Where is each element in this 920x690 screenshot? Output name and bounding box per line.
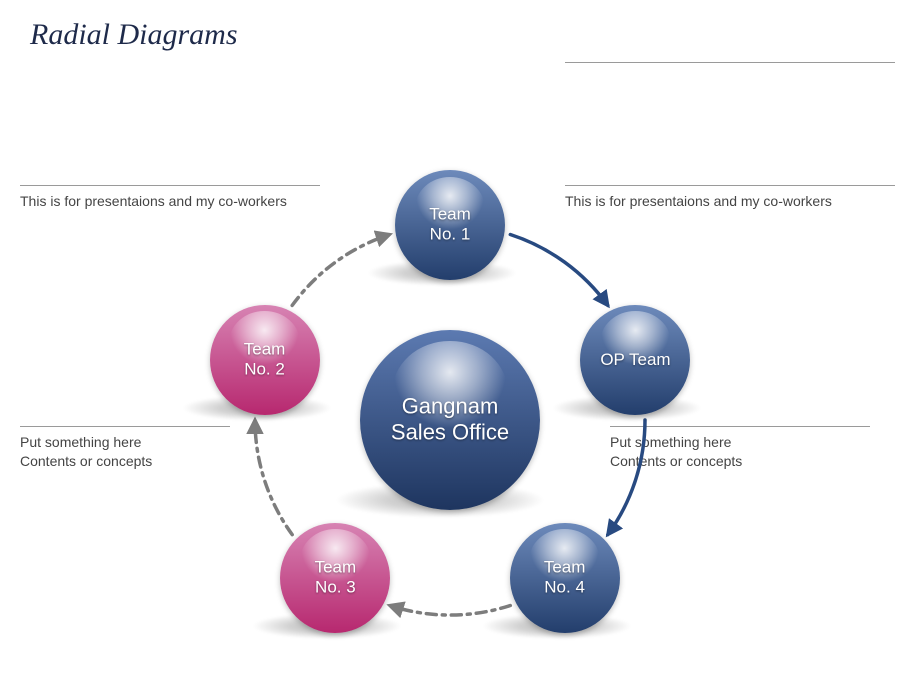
decor-rule-top-right xyxy=(565,62,895,63)
cap-top-left-line-0: This is for presentaions and my co-worke… xyxy=(20,192,320,211)
team-2-sphere-label-line-0: Team xyxy=(210,339,320,359)
team-1-sphere-label-line-0: Team xyxy=(395,205,505,225)
cap-bot-left-line-0: Put something here xyxy=(20,433,230,452)
cap-bot-right-line-1: Contents or concepts xyxy=(610,452,870,471)
center-sphere-label-line-1: Sales Office xyxy=(360,420,540,446)
cap-bot-left-line-1: Contents or concepts xyxy=(20,452,230,471)
cap-top-right-line-0: This is for presentaions and my co-worke… xyxy=(565,192,895,211)
team-2-sphere-label: TeamNo. 2 xyxy=(210,339,320,380)
team-4-sphere-label-line-0: Team xyxy=(510,557,620,577)
cap-top-left: This is for presentaions and my co-worke… xyxy=(20,185,320,211)
arrow-n1-to-n2 xyxy=(510,235,608,306)
op-team-sphere-label-line-0: OP Team xyxy=(580,350,690,370)
arrow-n4-to-n5 xyxy=(255,420,292,535)
center-sphere-label: GangnamSales Office xyxy=(360,394,540,447)
team-1-sphere-label-line-1: No. 1 xyxy=(395,225,505,245)
team-4-sphere: TeamNo. 4 xyxy=(510,523,620,633)
op-team-sphere-label: OP Team xyxy=(580,350,690,370)
op-team-sphere: OP Team xyxy=(580,305,690,415)
team-2-sphere-label-line-1: No. 2 xyxy=(210,360,320,380)
page-title: Radial Diagrams xyxy=(30,18,238,52)
cap-bot-left: Put something hereContents or concepts xyxy=(20,426,230,471)
team-3-sphere: TeamNo. 3 xyxy=(280,523,390,633)
arrow-n3-to-n4 xyxy=(390,606,511,616)
team-2-sphere: TeamNo. 2 xyxy=(210,305,320,415)
team-4-sphere-label: TeamNo. 4 xyxy=(510,557,620,598)
center-sphere: GangnamSales Office xyxy=(360,330,540,510)
cap-bot-right: Put something hereContents or concepts xyxy=(610,426,870,471)
cap-top-right: This is for presentaions and my co-worke… xyxy=(565,185,895,211)
team-1-sphere-label: TeamNo. 1 xyxy=(395,205,505,246)
team-3-sphere-label-line-0: Team xyxy=(280,557,390,577)
cap-bot-right-line-0: Put something here xyxy=(610,433,870,452)
team-1-sphere: TeamNo. 1 xyxy=(395,170,505,280)
team-4-sphere-label-line-1: No. 4 xyxy=(510,578,620,598)
team-3-sphere-label: TeamNo. 3 xyxy=(280,557,390,598)
center-sphere-label-line-0: Gangnam xyxy=(360,394,540,420)
team-3-sphere-label-line-1: No. 3 xyxy=(280,578,390,598)
